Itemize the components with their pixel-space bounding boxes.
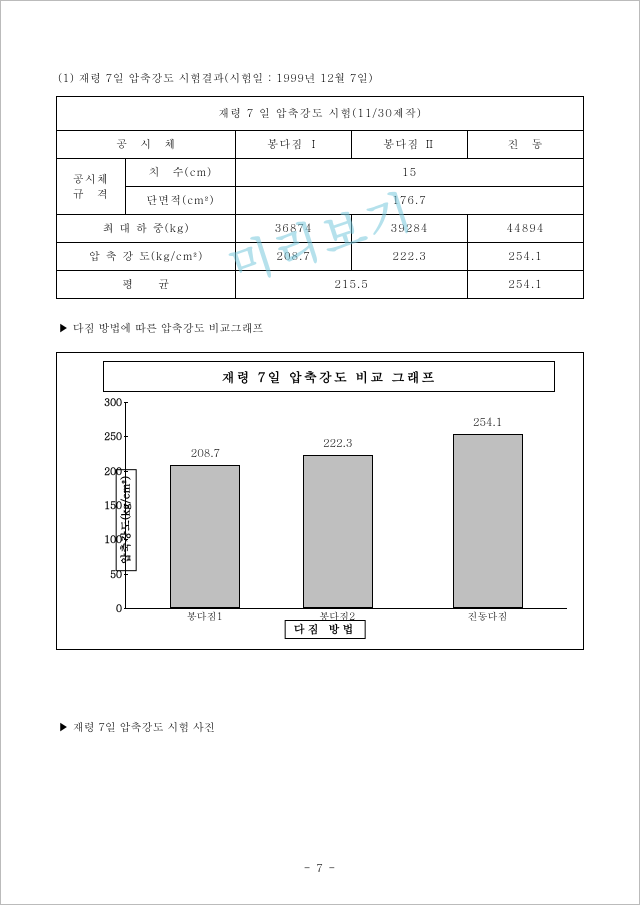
col-bongdajim2: 봉다짐 Ⅱ — [352, 131, 468, 159]
chart-frame: 재령 7일 압축강도 비교 그래프 압축강도(kg/cm²) 050100150… — [56, 352, 584, 650]
chart-bar-value: 208.7 — [191, 446, 220, 461]
col-specimen: 공 시 체 — [57, 131, 236, 159]
section-heading-1: (1) 재령 7일 압축강도 시험결과(시험일 : 1999년 12월 7일) — [58, 71, 584, 86]
chart-x-label: 다짐 방법 — [285, 620, 366, 639]
chart-y-tick: 0 — [92, 601, 122, 615]
chart-bar-value: 254.1 — [473, 415, 502, 430]
maxload-3: 44894 — [468, 215, 584, 243]
chart-area: 압축강도(kg/cm²) 050100150200250300 208.7222… — [77, 402, 573, 637]
row-maxload: 최 대 하 중(kg) — [57, 215, 236, 243]
col-jindong: 진 동 — [468, 131, 584, 159]
maxload-2: 39284 — [352, 215, 468, 243]
strength-table: 재령 7 일 압축강도 시험(11/30제작) 공 시 체 봉다짐 Ⅰ 봉다짐 … — [56, 96, 584, 299]
spec-size-value: 15 — [236, 159, 584, 187]
strength-2: 222.3 — [352, 243, 468, 271]
row-avg: 평 균 — [57, 271, 236, 299]
chart-y-tick: 250 — [92, 429, 122, 443]
chart-y-tick: 100 — [92, 532, 122, 546]
page-number: - 7 - — [304, 861, 337, 876]
chart-bar — [303, 455, 373, 608]
chart-x-category: 봉다짐1 — [165, 609, 245, 623]
chart-bar-value: 222.3 — [323, 436, 352, 451]
chart-bar — [453, 434, 523, 608]
chart-x-category: 진동다짐 — [447, 609, 527, 623]
chart-bar-slot: 222.3 — [303, 402, 373, 608]
chart-bar-slot: 208.7 — [170, 402, 240, 608]
chart-bar — [170, 465, 240, 608]
chart-bars: 208.7 222.3 254.1 — [126, 402, 567, 608]
chart-y-tick: 150 — [92, 498, 122, 512]
avg-2: 254.1 — [468, 271, 584, 299]
table-title: 재령 7 일 압축강도 시험(11/30제작) — [57, 97, 584, 131]
spec-size-label: 치 수(cm) — [125, 159, 236, 187]
chart-bar-slot: 254.1 — [453, 402, 523, 608]
strength-1: 208.7 — [236, 243, 352, 271]
row-strength: 압 축 강 도(kg/cm²) — [57, 243, 236, 271]
spec-area-value: 176.7 — [236, 187, 584, 215]
maxload-1: 36874 — [236, 215, 352, 243]
chart-y-tick: 200 — [92, 464, 122, 478]
strength-3: 254.1 — [468, 243, 584, 271]
bullet-photo-heading: ▶ 재령 7일 압축강도 시험 사진 — [58, 720, 584, 735]
chart-y-tick: 50 — [92, 567, 122, 581]
chart-title: 재령 7일 압축강도 비교 그래프 — [103, 361, 555, 392]
col-bongdajim1: 봉다짐 Ⅰ — [236, 131, 352, 159]
chart-plot: 050100150200250300 208.7222.3254.1 — [125, 402, 567, 609]
bullet-chart-heading: ▶ 다짐 방법에 따른 압축강도 비교그래프 — [58, 321, 584, 336]
spec-group: 공시체 규 격 — [57, 159, 126, 215]
chart-y-tick: 300 — [92, 395, 122, 409]
avg-1: 215.5 — [236, 271, 468, 299]
spec-area-label: 단면적(cm²) — [125, 187, 236, 215]
